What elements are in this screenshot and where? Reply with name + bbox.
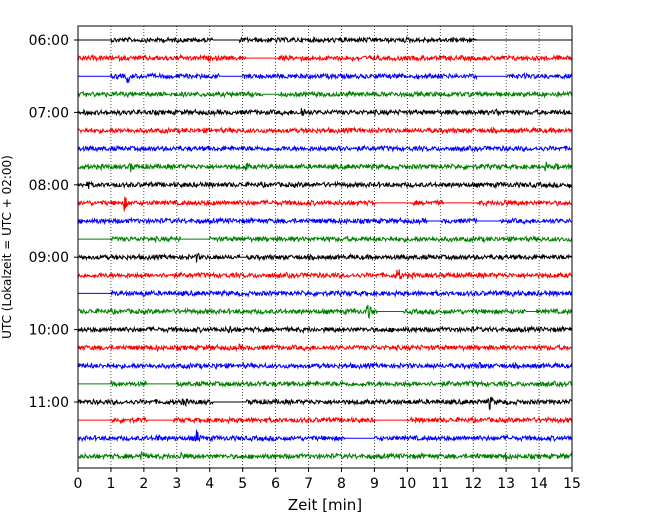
seismogram-trace-20 [78, 396, 572, 411]
seismogram-trace-22 [78, 429, 572, 443]
seismogram-trace-4 [78, 108, 572, 117]
seismogram-trace-2 [78, 72, 572, 84]
x-tick-label-3: 3 [172, 476, 181, 492]
seismogram-trace-19 [78, 379, 572, 389]
seismogram-trace-11 [78, 234, 572, 244]
x-axis-label: Zeit [min] [288, 496, 362, 514]
x-tick-label-11: 11 [431, 476, 449, 492]
seismogram-trace-23 [78, 450, 572, 462]
x-tick-label-4: 4 [205, 476, 214, 492]
traces-layer [78, 36, 572, 462]
seismogram-trace-5 [78, 126, 572, 135]
x-tick-label-10: 10 [398, 476, 416, 492]
x-tick-label-15: 15 [563, 476, 581, 492]
seismogram-trace-7 [78, 161, 572, 173]
x-tick-label-14: 14 [530, 476, 548, 492]
x-tick-label-5: 5 [238, 476, 247, 492]
seismogram-trace-14 [78, 289, 572, 298]
y-tick-label-07:00: 07:00 [29, 105, 69, 121]
seismogram-trace-8 [78, 180, 572, 190]
y-tick-label-08:00: 08:00 [29, 178, 69, 194]
seismogram-trace-0 [78, 36, 572, 45]
x-tick-label-2: 2 [139, 476, 148, 492]
x-tick-label-0: 0 [74, 476, 83, 492]
x-axis-ticks: 0 1 2 3 4 5 6 7 8 9 10 11 12 13 14 15 [74, 468, 581, 492]
x-tick-label-6: 6 [271, 476, 280, 492]
y-tick-label-06:00: 06:00 [29, 33, 69, 49]
seismogram-trace-6 [78, 144, 572, 153]
y-tick-label-10:00: 10:00 [29, 323, 69, 339]
seismogram-trace-10 [78, 216, 572, 226]
y-tick-label-09:00: 09:00 [29, 250, 69, 266]
seismogram-trace-1 [78, 53, 572, 63]
seismogram-trace-12 [78, 252, 572, 263]
seismogram-trace-16 [78, 325, 572, 334]
y-axis-ticks: 06:00 07:00 08:00 09:00 10:00 11:00 [29, 33, 78, 411]
x-tick-label-9: 9 [370, 476, 379, 492]
seismogram-trace-21 [78, 415, 572, 425]
x-tick-label-1: 1 [106, 476, 115, 492]
y-axis-label: UTC (Lokalzeit = UTC + 02:00) [0, 155, 14, 339]
x-tick-label-8: 8 [337, 476, 346, 492]
x-tick-label-12: 12 [464, 476, 482, 492]
x-tick-label-7: 7 [304, 476, 313, 492]
seismogram-trace-13 [78, 269, 572, 280]
seismogram-trace-3 [78, 89, 572, 99]
seismogram-trace-9 [78, 196, 572, 212]
x-tick-label-13: 13 [497, 476, 515, 492]
plot-frame [77, 25, 573, 469]
seismogram-trace-17 [78, 343, 572, 353]
seismogram-trace-18 [78, 361, 572, 371]
y-tick-label-11:00: 11:00 [29, 395, 69, 411]
seismogram-trace-15 [78, 304, 572, 320]
